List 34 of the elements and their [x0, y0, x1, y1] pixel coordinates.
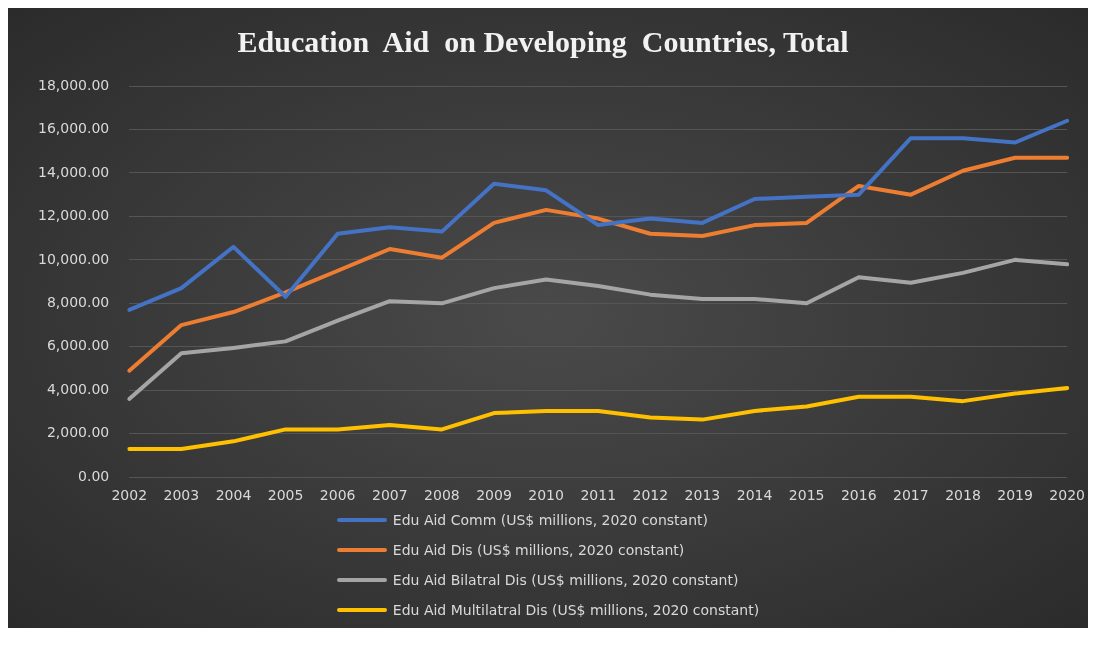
legend-label: Edu Aid Multilatral Dis (US$ millions, 2020 constant) — [392, 602, 760, 618]
chart-title: Education Aid on Developing Countries, Total — [237, 24, 849, 58]
x-tick-label: 2010 — [528, 487, 564, 504]
y-tick-label: 0.00 — [78, 467, 110, 484]
y-tick-label: 2,000.00 — [46, 424, 110, 441]
x-tick-label: 2018 — [945, 487, 981, 504]
legend-label: Edu Aid Comm (US$ millions, 2020 constant) — [392, 512, 708, 528]
x-tick-label: 2005 — [267, 487, 304, 504]
y-tick-label: 16,000.00 — [37, 120, 110, 137]
x-tick-label: 2003 — [163, 487, 200, 504]
y-tick-label: 6,000.00 — [46, 337, 110, 354]
x-tick-label: 2004 — [215, 487, 252, 504]
x-tick-label: 2009 — [476, 487, 512, 504]
x-tick-label: 2007 — [371, 487, 408, 504]
legend-label: Edu Aid Dis (US$ millions, 2020 constant) — [392, 542, 685, 558]
x-tick-label: 2015 — [788, 487, 825, 504]
x-tick-label: 2013 — [684, 487, 721, 504]
x-tick-label: 2020 — [1049, 487, 1086, 504]
x-tick-label: 2017 — [893, 487, 929, 504]
x-tick-label: 2019 — [997, 487, 1033, 504]
legend-label: Edu Aid Bilatral Dis (US$ millions, 2020 constant) — [392, 572, 739, 588]
y-tick-label: 10,000.00 — [37, 250, 110, 267]
x-tick-label: 2008 — [424, 487, 460, 504]
x-tick-label: 2006 — [319, 487, 356, 504]
y-tick-label: 8,000.00 — [46, 293, 110, 310]
y-tick-label: 4,000.00 — [46, 380, 110, 397]
x-tick-label: 2002 — [111, 487, 148, 504]
y-tick-label: 14,000.00 — [37, 163, 110, 180]
y-tick-label: 12,000.00 — [37, 207, 110, 224]
x-tick-label: 2011 — [580, 487, 617, 504]
x-tick-label: 2014 — [736, 487, 773, 504]
x-tick-label: 2016 — [840, 487, 877, 504]
y-tick-label: 18,000.00 — [37, 76, 110, 93]
x-tick-label: 2012 — [632, 487, 669, 504]
